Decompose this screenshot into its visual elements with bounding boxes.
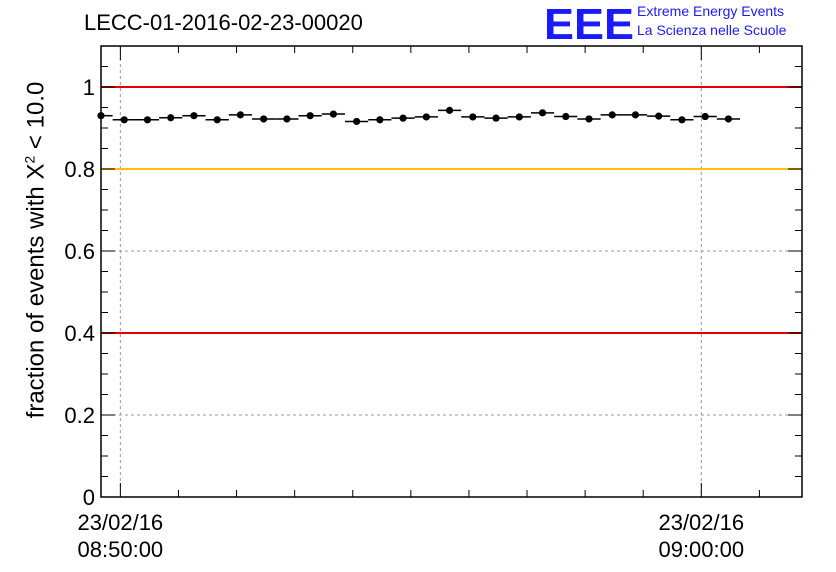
data-point <box>678 116 686 124</box>
tick-labels: 00.20.40.60.8123/02/1608:50:0023/02/1609… <box>64 75 744 562</box>
data-point <box>515 113 523 121</box>
data-point <box>585 115 593 123</box>
data-point <box>538 109 547 117</box>
data-point <box>399 114 407 122</box>
logo-line-2: La Scienza nelle Scuole <box>637 22 787 38</box>
data-point <box>213 116 221 124</box>
axis-ticks <box>101 45 802 498</box>
data-point <box>353 117 361 126</box>
chart-title: LECC-01-2016-02-23-00020 <box>84 10 363 35</box>
y-tick-label: 0.8 <box>64 157 95 182</box>
reference-lines <box>101 86 802 334</box>
data-point <box>631 111 640 119</box>
data-point <box>190 112 198 120</box>
data-point <box>701 112 709 121</box>
y-tick-label: 1 <box>83 75 95 100</box>
eee-logo-caption: Extreme Energy Events La Scienza nelle S… <box>637 2 786 40</box>
data-point <box>283 115 291 123</box>
eee-logo-letters: EEE <box>544 2 634 44</box>
eee-logo: EEE <box>544 2 634 44</box>
data-point <box>167 114 175 122</box>
data-point <box>143 116 152 124</box>
data-point <box>469 113 477 121</box>
y-tick-label: 0.2 <box>64 403 95 428</box>
data-point <box>492 114 500 122</box>
x-tick-label-date: 23/02/16 <box>658 510 744 535</box>
y-tick-label: 0 <box>83 485 95 510</box>
x-tick-label-time: 09:00:00 <box>658 537 744 562</box>
data-point <box>724 115 733 123</box>
x-tick-label-time: 08:50:00 <box>78 537 164 562</box>
x-tick-label-date: 23/02/16 <box>78 510 164 535</box>
y-axis-label: fraction of events with X2 < 10.0 <box>22 82 51 419</box>
data-point <box>376 116 384 124</box>
data-point <box>562 112 570 121</box>
data-point <box>445 106 454 114</box>
y-axis-label-tail: < 10.0 <box>22 81 50 156</box>
data-point <box>260 115 268 123</box>
data-point <box>422 113 430 121</box>
data-point <box>608 111 616 119</box>
data-point <box>306 112 314 120</box>
y-tick-label: 0.6 <box>64 239 95 264</box>
data-point <box>655 112 663 120</box>
y-tick-label: 0.4 <box>64 321 95 346</box>
plot-frame <box>100 45 803 498</box>
logo-line-1: Extreme Energy Events <box>637 3 785 19</box>
data-point <box>236 111 245 119</box>
y-axis-label-superscript: 2 <box>21 155 38 164</box>
data-point <box>120 116 128 124</box>
data-points <box>97 106 741 126</box>
grid-layer <box>101 46 802 497</box>
data-point <box>329 110 337 118</box>
y-axis-label-text: fraction of events with X <box>22 163 50 419</box>
